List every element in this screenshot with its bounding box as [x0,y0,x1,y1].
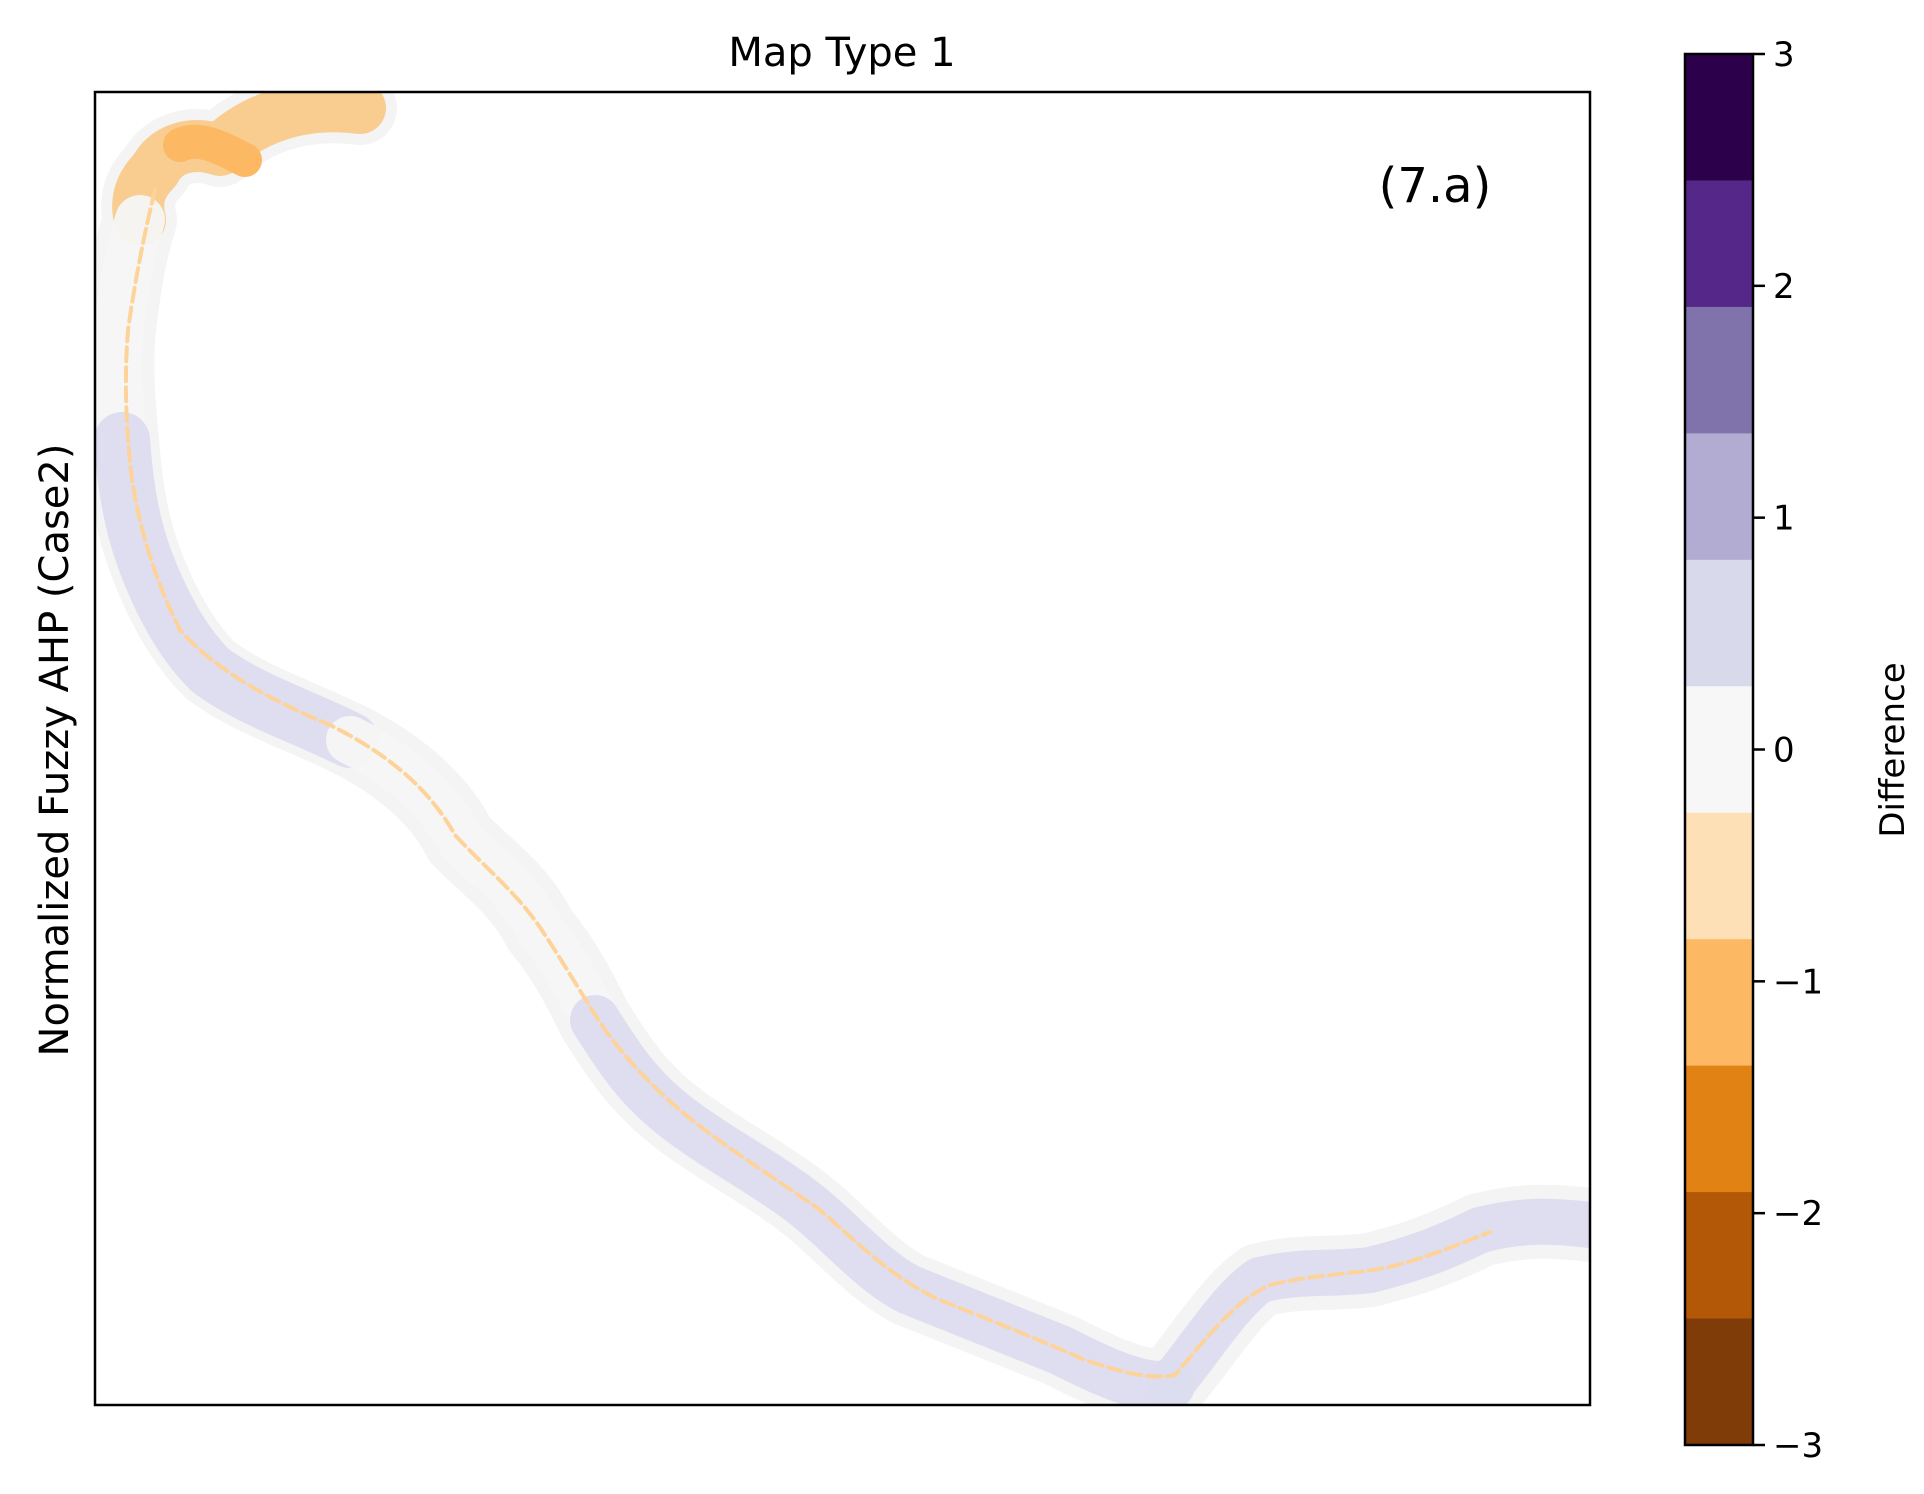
colorbar-bin [1685,306,1753,434]
colorbar-bin [1685,812,1753,940]
river-segment-northwest-bend [95,195,165,465]
colorbar-tick-label: 0 [1773,731,1795,771]
colorbar-tick-label: −2 [1773,1194,1823,1234]
map-axes-frame [93,90,1592,1407]
colorbar-bin [1685,686,1753,814]
colorbar-label: Difference [1873,662,1913,837]
colorbar-bin [1685,1065,1753,1193]
colorbar-tick-label: 3 [1773,35,1795,75]
colorbar-bin [1685,433,1753,561]
colorbar-bin [1685,559,1753,687]
colorbar-bin [1685,939,1753,1067]
colorbar-bin [1685,1318,1753,1446]
colorbar-ticks: 3 2 1 0 −1 −2 −3 [1753,35,1823,1466]
colorbar [1685,54,1753,1446]
river-channel [123,188,1492,1379]
colorbar-tick-label: −3 [1773,1426,1823,1466]
river-map [95,92,1590,1405]
y-axis-label: Normalized Fuzzy AHP (Case2) [32,444,78,1057]
map-title: Map Type 1 [728,30,955,76]
river-hotspot-upper [163,124,262,177]
colorbar-bin [1685,180,1753,308]
colorbar-bin [1685,1192,1753,1320]
river-segment-central-reach [326,716,619,1044]
colorbar-tick-label: 1 [1773,499,1795,539]
panel-label: (7.a) [1379,158,1492,214]
colorbar-bin [1685,54,1753,181]
colorbar-tick-label: −1 [1773,962,1823,1002]
colorbar-tick-label: 2 [1773,267,1795,307]
